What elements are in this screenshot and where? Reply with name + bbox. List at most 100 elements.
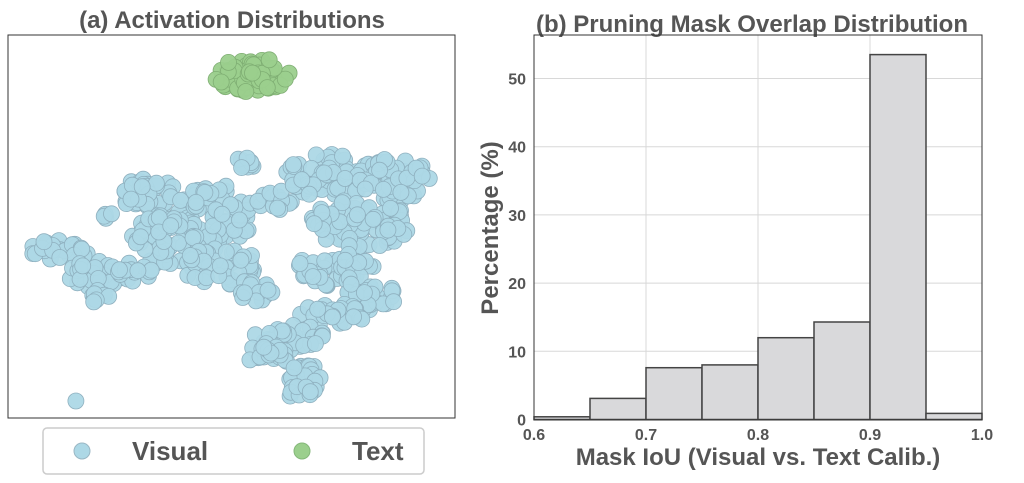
histogram-bar <box>645 366 703 421</box>
histogram-bar <box>869 53 927 421</box>
scatter-point-visual <box>413 167 431 185</box>
x-tick-label: 1.0 <box>971 427 993 444</box>
scatter-point-visual <box>345 308 363 326</box>
scatter-point-visual <box>385 293 403 311</box>
scatter-point-visual <box>35 233 53 251</box>
scatter-point-visual <box>382 199 399 217</box>
scatter-point-visual <box>122 190 140 208</box>
scatter-point-visual <box>211 257 229 275</box>
scatter-point-visual <box>355 284 373 302</box>
legend-box <box>42 427 425 475</box>
scatter-point-text <box>244 64 261 82</box>
scatter-point-visual <box>306 335 324 353</box>
x-tick-label: 0.8 <box>747 427 769 444</box>
scatter-point-text <box>260 51 278 69</box>
scatter-point-visual <box>336 251 354 269</box>
scatter-point-visual <box>169 234 187 252</box>
scatter-point-visual <box>111 261 128 279</box>
scatter-point-visual <box>342 275 360 293</box>
scatter-point-visual <box>309 300 327 318</box>
y-tick-label: 10 <box>508 344 526 361</box>
panel-b-frame <box>533 34 983 421</box>
scatter-point-visual <box>255 338 273 356</box>
scatter-point-visual <box>51 249 69 266</box>
panel-b: (b) Pruning Mask Overlap Distribution 0.… <box>477 11 993 471</box>
histogram-bar <box>589 397 647 421</box>
scatter-point-visual <box>334 147 351 165</box>
scatter-point-visual <box>371 161 389 179</box>
scatter-point-text <box>276 70 294 88</box>
scatter-point-visual <box>371 237 389 254</box>
scatter-point-visual <box>269 199 287 217</box>
scatter-point-visual <box>132 228 150 246</box>
panel-a: (a) Activation Distributions Visual Text <box>7 7 456 475</box>
y-tick-label: 30 <box>508 208 526 225</box>
scatter-point-visual <box>181 247 199 264</box>
x-tick-label: 0.7 <box>635 427 657 444</box>
scatter-point-visual <box>259 281 277 299</box>
scatter-point-visual <box>236 284 253 302</box>
scatter-point-visual <box>284 156 302 174</box>
scatter-point-visual <box>300 185 318 203</box>
legend-label-visual: Visual <box>132 436 208 466</box>
scatter-point-visual <box>74 257 92 275</box>
histogram-bar <box>925 412 983 421</box>
scatter-point-visual <box>73 240 91 258</box>
scatter-point-visual <box>304 268 322 286</box>
scatter-point-visual <box>291 255 309 272</box>
legend-marker-visual <box>73 442 91 460</box>
scatter-point-visual <box>103 205 120 223</box>
legend-marker-text <box>293 442 311 460</box>
scatter-point-visual <box>293 171 311 189</box>
scatter-point-visual <box>305 215 323 233</box>
scatter-point-visual <box>336 170 354 187</box>
scatter-point-visual <box>316 252 334 270</box>
x-tick-labels: 0.6 0.7 0.8 0.9 1.0 <box>523 427 993 444</box>
histogram-bar <box>813 321 871 421</box>
scatter-point-visual <box>379 221 397 239</box>
scatter-point-visual <box>129 262 147 280</box>
panel-a-title: (a) Activation Distributions <box>79 7 385 34</box>
histogram-bar <box>533 416 591 421</box>
scatter-point-visual <box>187 193 205 211</box>
scatter-points <box>24 51 438 410</box>
histogram-bar <box>757 336 815 421</box>
scatter-point-visual <box>67 392 85 410</box>
y-tick-label: 20 <box>508 276 526 293</box>
scatter-point-text <box>220 54 237 71</box>
scatter-point-visual <box>249 192 267 210</box>
scatter-point-visual <box>356 180 374 198</box>
y-tick-labels: 0 10 20 30 40 50 <box>508 72 526 430</box>
scatter-point-visual <box>392 183 410 201</box>
scatter-point-visual <box>147 174 165 192</box>
scatter-point-visual <box>85 293 103 311</box>
histogram-bars <box>533 53 983 421</box>
scatter-point-visual <box>213 205 231 223</box>
scatter-point-text <box>237 83 255 100</box>
y-tick-label: 0 <box>517 413 526 430</box>
scatter-point-visual <box>323 308 341 326</box>
scatter-point-visual <box>162 217 180 235</box>
scatter-point-visual <box>333 194 351 212</box>
scatter-point-text <box>212 73 230 91</box>
legend: Visual Text <box>42 427 425 475</box>
legend-label-text: Text <box>352 436 404 466</box>
x-axis-label: Mask IoU (Visual vs. Text Calib.) <box>576 444 941 471</box>
y-axis-label: Percentage (%) <box>477 141 504 314</box>
y-tick-label: 50 <box>508 72 526 89</box>
y-tick-label: 40 <box>508 140 526 157</box>
histogram-bar <box>701 364 759 421</box>
scatter-point-visual <box>301 383 319 401</box>
scatter-point-visual <box>231 211 248 229</box>
scatter-point-visual <box>374 180 392 198</box>
x-tick-label: 0.6 <box>523 427 545 444</box>
panel-b-title: (b) Pruning Mask Overlap Distribution <box>536 11 968 38</box>
scatter-point-visual <box>133 178 151 196</box>
scatter-point-text <box>258 79 276 96</box>
scatter-point-visual <box>204 217 222 235</box>
x-tick-label: 0.9 <box>859 427 881 444</box>
scatter-point-visual <box>233 159 251 177</box>
scatter-point-visual <box>315 164 333 182</box>
scatter-point-visual <box>232 251 250 269</box>
